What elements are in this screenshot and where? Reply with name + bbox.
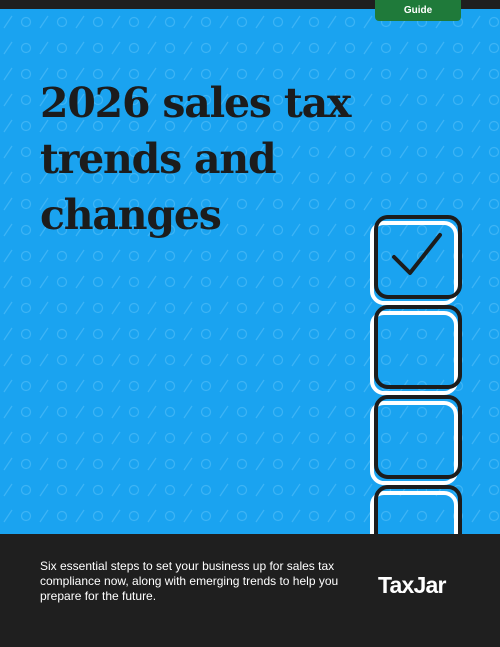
- taxjar-logo: TaxJar: [378, 572, 446, 598]
- checkmark-icon: [392, 233, 442, 275]
- page-title: 2026 sales tax trends and changes: [40, 75, 370, 243]
- title-line: 2026 sales tax: [40, 79, 351, 127]
- checkbox-icon: [370, 215, 462, 305]
- footer-section: Six essential steps to set your business…: [0, 534, 500, 647]
- title-line: trends and: [40, 135, 277, 183]
- hero-section: 2026 sales tax trends and changes: [0, 9, 500, 534]
- guide-badge: Guide: [375, 0, 461, 21]
- title-line: changes: [40, 191, 222, 239]
- checkbox-icon: [370, 305, 462, 395]
- checklist-illustration: [370, 215, 462, 534]
- checkbox-icon: [370, 485, 462, 534]
- guide-description: Six essential steps to set your business…: [40, 559, 339, 603]
- checkbox-icon: [370, 395, 462, 485]
- top-bar: [0, 0, 500, 9]
- background-pattern: [0, 9, 500, 534]
